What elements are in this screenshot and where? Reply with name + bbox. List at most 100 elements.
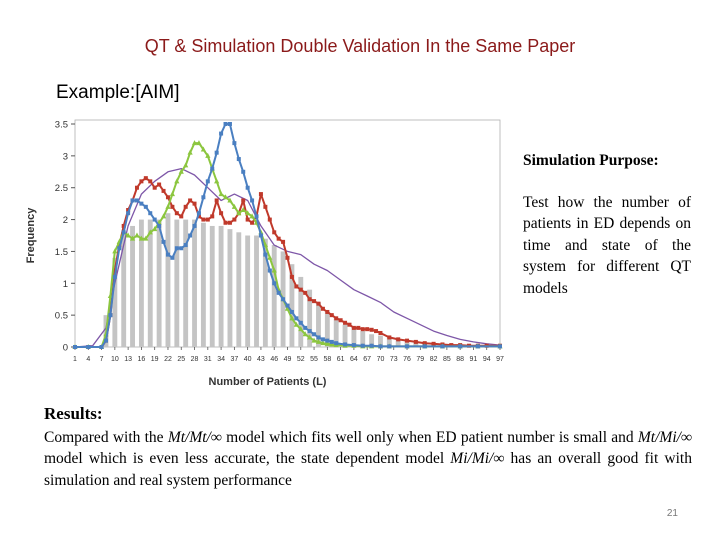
x-tick-label: 31: [204, 356, 212, 363]
point-blue: [498, 344, 502, 349]
point-red: [179, 214, 184, 219]
point-blue: [303, 325, 308, 330]
point-green: [129, 235, 136, 241]
point-red: [245, 217, 250, 222]
results-text-part: has an overall good fit with simulation …: [44, 450, 692, 489]
point-green: [196, 140, 202, 146]
point-blue: [117, 246, 122, 251]
point-blue: [254, 214, 259, 219]
point-blue: [196, 211, 201, 216]
bar: [298, 276, 304, 347]
x-tick-label: 43: [257, 356, 265, 363]
x-tick-label: 55: [310, 356, 318, 363]
point-blue: [316, 335, 321, 340]
point-red: [351, 325, 356, 330]
point-green: [240, 207, 246, 213]
results-text-part: model which is even less accurate, the s…: [44, 450, 451, 467]
x-tick-label: 61: [337, 356, 345, 363]
point-red: [196, 214, 201, 219]
simulation-purpose-heading: Simulation Purpose:: [523, 152, 659, 169]
point-red: [431, 341, 436, 346]
y-tick-label: 2.5: [55, 183, 68, 194]
x-tick-label: 70: [377, 356, 385, 363]
point-green: [236, 210, 242, 216]
bar: [112, 257, 118, 347]
point-red: [360, 327, 365, 332]
bar: [209, 225, 215, 347]
point-red: [250, 220, 255, 225]
y-axis-title: Frequency: [25, 207, 37, 264]
bar: [316, 302, 321, 347]
point-blue: [103, 338, 108, 343]
y-tick-label: 3.5: [55, 120, 68, 131]
x-tick-label: 97: [496, 356, 504, 363]
point-blue: [86, 345, 91, 349]
point-blue: [130, 198, 135, 203]
point-green: [245, 210, 251, 216]
point-green: [249, 213, 255, 219]
point-red: [174, 211, 179, 216]
x-tick-label: 13: [124, 356, 132, 363]
plot-area: [74, 119, 501, 348]
point-green: [311, 337, 317, 343]
x-tick-label: 67: [363, 356, 371, 363]
point-blue: [378, 344, 383, 349]
point-green: [214, 178, 220, 184]
point-red: [387, 335, 392, 340]
point-green: [329, 341, 335, 347]
point-green: [227, 197, 233, 203]
point-red: [148, 179, 153, 184]
point-blue: [320, 337, 325, 342]
point-blue: [112, 274, 117, 279]
point-red: [329, 313, 334, 318]
point-blue: [276, 290, 281, 295]
point-blue: [325, 338, 330, 343]
point-green: [320, 340, 326, 346]
results-text: Compared with the Mt/Mt/∞ model which fi…: [44, 427, 692, 492]
bar: [183, 219, 189, 347]
point-blue: [281, 297, 286, 302]
point-blue: [121, 230, 126, 235]
bar: [218, 225, 224, 347]
point-red: [152, 185, 157, 190]
point-blue: [205, 179, 210, 184]
point-blue: [334, 341, 339, 346]
x-tick-label: 76: [403, 356, 411, 363]
point-blue: [294, 316, 299, 321]
y-tick-label: 3: [63, 151, 68, 162]
simulation-purpose-text: Test how the number of patients in ED de…: [523, 193, 691, 297]
point-blue: [263, 252, 268, 257]
point-blue: [99, 345, 104, 349]
x-tick-label: 49: [284, 356, 292, 363]
point-green: [152, 226, 158, 232]
y-tick-label: 0.5: [55, 311, 68, 322]
point-blue: [126, 211, 131, 216]
point-green: [191, 140, 198, 146]
point-red: [126, 208, 131, 213]
point-red: [405, 338, 410, 343]
results-text-part: model which fits well only when ED patie…: [221, 428, 638, 446]
point-blue: [214, 150, 219, 155]
point-red: [241, 198, 246, 203]
point-green: [293, 321, 299, 327]
point-blue: [232, 141, 237, 146]
point-green: [178, 168, 184, 174]
point-red: [161, 188, 166, 193]
point-red: [214, 198, 219, 203]
bar: [324, 311, 330, 347]
point-red: [219, 211, 224, 216]
x-tick-label: 64: [350, 356, 358, 363]
point-green: [125, 232, 131, 238]
point-blue: [241, 169, 246, 174]
point-blue: [188, 233, 193, 238]
point-red: [143, 176, 148, 181]
x-tick-label: 91: [470, 356, 478, 363]
point-blue: [343, 342, 348, 347]
point-red: [307, 297, 312, 302]
point-blue: [179, 246, 184, 251]
point-blue: [422, 344, 427, 349]
bar: [289, 264, 295, 347]
point-blue: [475, 344, 480, 349]
bar: [342, 324, 348, 347]
slide-title: QT & Simulation Double Validation In the…: [144, 36, 576, 56]
